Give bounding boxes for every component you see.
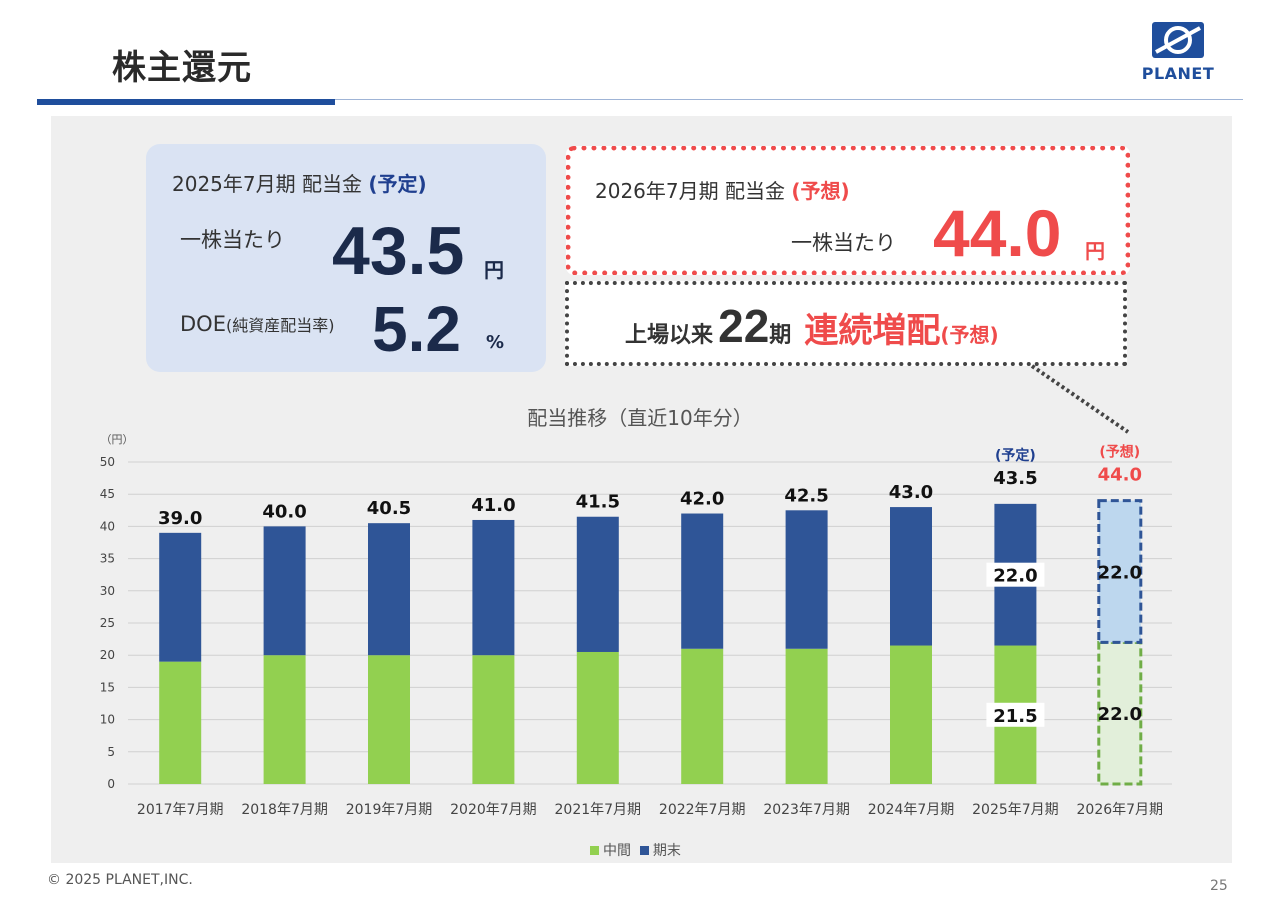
forecast-per-share-unit: 円 [1085, 239, 1105, 263]
bar-final [472, 519, 515, 656]
bar-interim [890, 645, 932, 784]
y-tick-label: 15 [100, 680, 115, 694]
segment-label-bg [986, 562, 1045, 587]
x-tick-label: 2017年7月期 [137, 802, 224, 818]
bar-total-label: 43.0 [889, 482, 933, 503]
x-tick-label: 2026年7月期 [1077, 802, 1164, 818]
bar-total-label: 41.5 [576, 492, 620, 513]
bar-final [159, 532, 202, 662]
page-title: 株主還元 [112, 48, 252, 88]
bar-interim [159, 661, 202, 784]
y-tick-label: 45 [100, 487, 115, 501]
chart-legend: 中間 期末 [590, 840, 681, 860]
x-tick-label: 2018年7月期 [241, 802, 328, 818]
segment-label-interim: 22.0 [1098, 704, 1142, 725]
doe-label-sub: (純資産配当率) [225, 316, 335, 335]
x-tick-label: 2021年7月期 [555, 802, 642, 818]
bar-final [785, 510, 828, 649]
current-dividend-tag: (予定) [368, 172, 427, 196]
y-tick-label: 25 [100, 616, 115, 630]
bar-total-label: 41.0 [471, 495, 515, 516]
bar-final [576, 516, 619, 652]
forecast-dividend-heading: 2026年7月期 配当金 (予想) [595, 179, 850, 203]
bar-final [263, 526, 306, 656]
x-tick-label: 2022年7月期 [659, 802, 746, 818]
page-number: 25 [1210, 878, 1228, 894]
current-per-share-label: 一株当たり [180, 228, 285, 252]
planet-logo-icon [1152, 22, 1204, 58]
current-per-share-unit: 円 [484, 258, 504, 282]
legend-item-interim: 中間 [590, 843, 631, 859]
chart-title: 配当推移（直近10年分） [527, 406, 753, 430]
streak-highlight: 連続増配 [804, 311, 941, 351]
company-logo: PLANET [1128, 20, 1228, 84]
y-tick-label: 0 [107, 777, 115, 791]
x-tick-label: 2024年7月期 [868, 802, 955, 818]
bar-total-label: 40.0 [262, 501, 306, 522]
legend-item-final: 期末 [639, 843, 681, 859]
segment-label-bg [986, 702, 1045, 727]
streak-tag: (予想) [940, 323, 999, 347]
segment-label-interim: 21.5 [993, 706, 1037, 727]
segment-label-final: 22.0 [1098, 562, 1142, 583]
segment-label-final: 22.0 [993, 566, 1037, 587]
bar-interim [785, 648, 828, 784]
bar-final [890, 507, 932, 646]
dividend-streak-box: 上場以来 22期 連続増配(予想) [565, 281, 1127, 366]
current-per-share-value: 43.5 [332, 213, 465, 289]
streak-count: 22 [718, 300, 770, 352]
streak-count-suffix: 期 [769, 323, 792, 348]
title-rule-accent [37, 99, 335, 105]
current-dividend-box: 2025年7月期 配当金 (予定) 一株当たり 43.5 円 DOE(純資産配当… [146, 144, 546, 372]
bar-annotation: (予定) [995, 447, 1036, 464]
title-rule [335, 99, 1243, 100]
legend-swatch-interim [590, 846, 599, 855]
bar-total-label: 42.5 [784, 485, 828, 506]
x-tick-label: 2023年7月期 [763, 802, 850, 818]
x-tick-label: 2025年7月期 [972, 802, 1059, 818]
bar-total-label: 40.5 [367, 498, 411, 519]
bar-final-forecast [1097, 499, 1143, 644]
copyright: © 2025 PLANET,INC. [47, 872, 193, 888]
x-tick-label: 2020年7月期 [450, 802, 537, 818]
forecast-per-share-value: 44.0 [933, 196, 1062, 270]
y-tick-label: 10 [100, 713, 115, 727]
y-tick-label: 50 [100, 455, 115, 469]
legend-swatch-final [639, 846, 649, 855]
bar-interim [263, 655, 306, 784]
bar-interim [368, 655, 410, 784]
bar-total-label: 43.5 [993, 468, 1037, 489]
forecast-dividend-box: 2026年7月期 配当金 (予想) 一株当たり 44.0 円 [566, 146, 1130, 275]
bar-interim [472, 655, 515, 784]
bar-interim [576, 651, 619, 784]
bar-annotation: (予想) [1099, 444, 1140, 461]
bar-interim [681, 648, 724, 784]
bar-interim-forecast [1097, 640, 1143, 786]
y-tick-label: 20 [100, 648, 115, 662]
bar-total-label: 42.0 [680, 489, 724, 510]
forecast-per-share-label: 一株当たり [791, 231, 896, 255]
callout-connector [1030, 364, 1130, 434]
y-tick-label: 40 [100, 519, 115, 533]
y-tick-label: 35 [100, 552, 115, 566]
y-axis-unit: （円） [101, 433, 134, 446]
y-tick-label: 30 [100, 584, 115, 598]
streak-prefix: 上場以来 [625, 323, 714, 348]
doe-value: 5.2 [372, 293, 461, 365]
bar-total-label: 39.0 [158, 508, 202, 529]
x-tick-label: 2019年7月期 [346, 802, 433, 818]
dividend-streak-text: 上場以来 22期 連続増配(予想) [625, 299, 999, 353]
y-tick-label: 5 [107, 745, 115, 759]
bar-final [681, 513, 724, 649]
bar-total-label: 44.0 [1098, 465, 1142, 486]
forecast-dividend-tag: (予想) [791, 179, 850, 203]
current-dividend-heading: 2025年7月期 配当金 (予定) [172, 172, 427, 196]
logo-text: PLANET [1141, 64, 1215, 83]
doe-unit: % [486, 332, 505, 353]
doe-label: DOE(純資産配当率) [180, 312, 335, 336]
bar-final [368, 523, 410, 656]
